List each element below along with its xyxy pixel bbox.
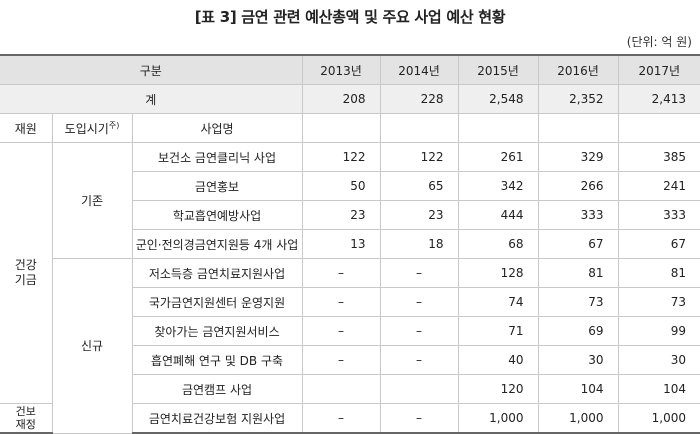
header-category: 구분 (0, 54, 303, 85)
cell-value: 99 (617, 316, 700, 346)
cell-value: 67 (537, 229, 619, 259)
cell-value: 128 (457, 258, 539, 288)
table-row: 건강기금 기존 보건소 금연클리닉 사업 122 122 261 329 385 (0, 142, 700, 404)
project-name: 금연홍보 (131, 171, 303, 201)
project-name: 금연치료건강보험 지원사업 (131, 403, 303, 434)
group-health-fund-label: 건강기금 (14, 258, 37, 287)
cell-value: – (379, 403, 459, 434)
table-row: 학교흡연예방사업 23 23 444 333 333 (0, 200, 700, 230)
cell-value: 30 (617, 345, 700, 375)
header-year: 2013년 (301, 54, 381, 85)
cell-value: 333 (617, 200, 700, 230)
cell-value: 81 (537, 258, 619, 288)
cell-value: 104 (617, 374, 700, 404)
total-value: 228 (379, 84, 459, 114)
header-year: 2016년 (537, 54, 619, 85)
cell-value: 50 (301, 171, 381, 201)
cell-value: 122 (379, 142, 459, 172)
cell-value: 122 (301, 142, 381, 172)
project-name: 국가금연지원센터 운영지원 (131, 287, 303, 317)
total-row: 계 208 228 2,548 2,352 2,413 (0, 84, 700, 114)
cell-value: 73 (617, 287, 700, 317)
cell-value: – (379, 258, 459, 288)
table-row: 건보재정 금연치료건강보험 지원사업 – – 1,000 1,000 1,000 (0, 403, 700, 434)
header-year: 2017년 (617, 54, 700, 85)
cell-value: 342 (457, 171, 539, 201)
subheader-project: 사업명 (131, 113, 303, 143)
cell-value: 67 (617, 229, 700, 259)
cell-value: 81 (617, 258, 700, 288)
total-label: 계 (0, 84, 303, 114)
cell-value: 444 (457, 200, 539, 230)
footnote-marker: 주) (108, 120, 120, 130)
table-row: 금연캠프 사업 120 104 104 (0, 374, 700, 404)
header-year: 2014년 (379, 54, 459, 85)
project-name: 군인·전의경금연지원등 4개 사업 (131, 229, 303, 259)
header-year: 2015년 (457, 54, 539, 85)
table-row: 금연홍보 50 65 342 266 241 (0, 171, 700, 201)
project-name: 흡연폐해 연구 및 DB 구축 (131, 345, 303, 375)
group-existing: 기존 (51, 142, 133, 259)
budget-table: 구분 2013년 2014년 2015년 2016년 2017년 계 208 2… (0, 54, 700, 434)
group-health-fund: 건강기금 (0, 142, 53, 404)
cell-value: – (301, 287, 381, 317)
project-name: 금연캠프 사업 (131, 374, 303, 404)
cell-value: 65 (379, 171, 459, 201)
table-row: 흡연폐해 연구 및 DB 구축 – – 40 30 30 (0, 345, 700, 375)
project-name: 보건소 금연클리닉 사업 (131, 142, 303, 172)
total-value: 2,548 (457, 84, 539, 114)
cell-value: – (379, 287, 459, 317)
subheader-intro-text: 도입시기 (64, 121, 109, 136)
cell-value: 23 (379, 200, 459, 230)
total-value: 208 (301, 84, 381, 114)
group-new: 신규 (51, 258, 133, 434)
cell-value: – (379, 345, 459, 375)
header-row: 구분 2013년 2014년 2015년 2016년 2017년 (0, 54, 700, 85)
cell-value: 1,000 (537, 403, 619, 434)
cell-value: 69 (537, 316, 619, 346)
cell-value: – (301, 316, 381, 346)
unit-label: (단위: 억 원) (626, 35, 692, 49)
cell-value: 68 (457, 229, 539, 259)
group-insurance-label: 건보재정 (15, 405, 36, 431)
cell-value: – (301, 403, 381, 434)
cell-value: 1,000 (617, 403, 700, 434)
cell-value: 385 (617, 142, 700, 172)
cell-value: 329 (537, 142, 619, 172)
cell-value: 73 (537, 287, 619, 317)
cell-value: 30 (537, 345, 619, 375)
subheader-intro: 도입시기주) (51, 113, 133, 143)
cell-value: 241 (617, 171, 700, 201)
table-title: [표 3] 금연 관련 예산총액 및 주요 사업 예산 현황 (194, 8, 506, 26)
cell-value: 40 (457, 345, 539, 375)
cell-value (301, 374, 381, 404)
table-row: 군인·전의경금연지원등 4개 사업 13 18 68 67 67 (0, 229, 700, 259)
cell-value: 261 (457, 142, 539, 172)
project-name: 찾아가는 금연지원서비스 (131, 316, 303, 346)
cell-value: 74 (457, 287, 539, 317)
project-name: 저소득층 금연치료지원사업 (131, 258, 303, 288)
cell-value: 104 (537, 374, 619, 404)
cell-value: 18 (379, 229, 459, 259)
cell-value: 13 (301, 229, 381, 259)
cell-value: – (301, 345, 381, 375)
cell-value: – (379, 316, 459, 346)
cell-value: – (301, 258, 381, 288)
project-name: 학교흡연예방사업 (131, 200, 303, 230)
subheader-source: 재원 (0, 113, 53, 143)
table-row: 신규 저소득층 금연치료지원사업 – – 128 81 81 (0, 258, 700, 434)
cell-value: 266 (537, 171, 619, 201)
group-insurance: 건보재정 (0, 403, 53, 434)
total-value: 2,413 (617, 84, 700, 114)
cell-value: 1,000 (457, 403, 539, 434)
cell-value (379, 374, 459, 404)
cell-value: 120 (457, 374, 539, 404)
subheader-row: 재원 도입시기주) 사업명 (0, 113, 700, 143)
cell-value: 23 (301, 200, 381, 230)
cell-value: 71 (457, 316, 539, 346)
cell-value: 333 (537, 200, 619, 230)
total-value: 2,352 (537, 84, 619, 114)
